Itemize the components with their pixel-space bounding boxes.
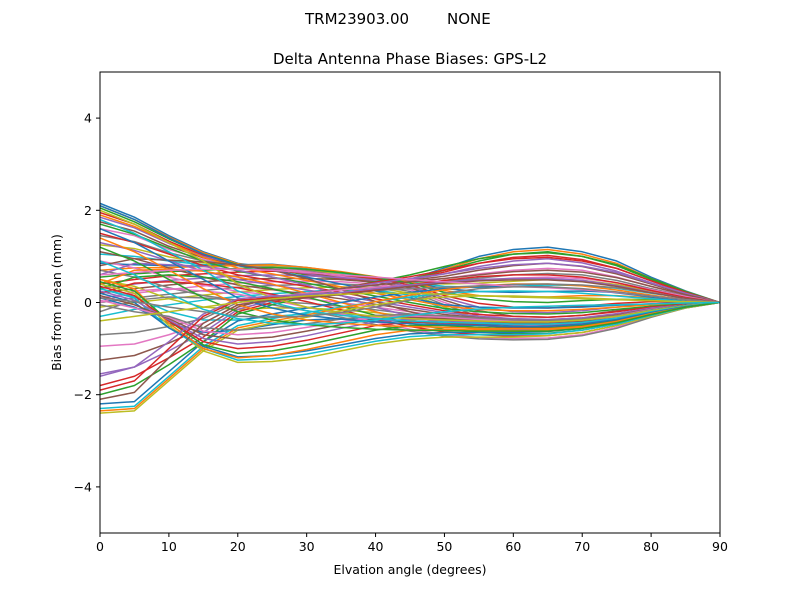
series-line-53	[100, 281, 720, 354]
suptitle-antenna: TRM23903.00	[304, 10, 409, 28]
y-tick-label: −4	[74, 479, 92, 494]
x-axis-label: Elvation angle (degrees)	[333, 562, 486, 577]
suptitle-radome: NONE	[447, 10, 491, 28]
series-line-63	[100, 246, 720, 332]
series-line-66	[100, 279, 720, 401]
x-tick-label: 30	[299, 539, 315, 554]
x-axis-ticks: 0 10 20 30 40 50 60 70 80 90	[96, 533, 728, 554]
series-line-60	[100, 218, 720, 325]
series-line-37	[100, 287, 720, 340]
series-line-65	[100, 277, 720, 377]
y-tick-label: 4	[84, 111, 92, 126]
series-line-62	[100, 237, 720, 330]
series-line-16	[100, 277, 720, 318]
y-tick-label: 2	[84, 203, 92, 218]
chart-title: Delta Antenna Phase Biases: GPS-L2	[273, 50, 547, 68]
series-line-48	[100, 283, 720, 336]
x-tick-label: 90	[712, 539, 728, 554]
y-tick-label: 0	[84, 295, 92, 310]
series-line-69	[100, 292, 720, 322]
series-line-44	[100, 256, 720, 387]
series-line-61	[100, 228, 720, 328]
y-axis-label: Bias from mean (mm)	[49, 234, 64, 371]
series-line-24	[100, 232, 720, 318]
x-tick-label: 70	[574, 539, 590, 554]
x-tick-label: 60	[505, 539, 521, 554]
y-tick-label: −2	[74, 387, 92, 402]
series-line-49	[100, 283, 720, 364]
series-line-70	[100, 260, 720, 326]
series-line-45	[100, 262, 720, 375]
x-tick-label: 0	[96, 539, 104, 554]
series-layer	[100, 202, 720, 414]
x-tick-label: 40	[368, 539, 384, 554]
x-tick-label: 10	[161, 539, 177, 554]
x-tick-label: 50	[436, 539, 452, 554]
x-tick-label: 20	[230, 539, 246, 554]
series-line-68	[100, 286, 720, 318]
series-line-59	[100, 209, 720, 323]
y-axis-ticks: −4 −2 0 2 4	[74, 111, 100, 494]
x-tick-label: 80	[643, 539, 659, 554]
